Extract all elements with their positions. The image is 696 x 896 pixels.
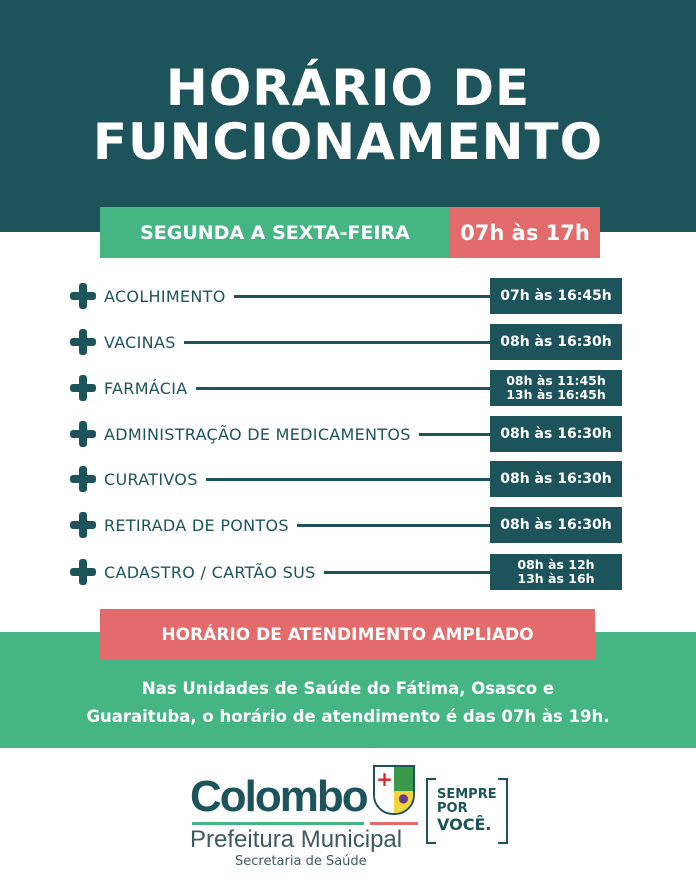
- extended-note: Nas Unidades de Saúde do Fátima, Osasco …: [0, 675, 696, 731]
- service-hours: 08h às 16:30h: [490, 324, 622, 360]
- title-line-1: HORÁRIO DE: [165, 59, 531, 117]
- logo-name: Colombo: [190, 772, 369, 821]
- schedule-days: SEGUNDA A SEXTA-FEIRA: [100, 207, 450, 258]
- service-hours: 08h às 16:30h: [490, 416, 622, 452]
- connector-line: [296, 523, 490, 527]
- connector-line: [323, 570, 490, 574]
- logo-department: Secretaria de Saúde: [235, 854, 367, 869]
- service-hours-line: 13h às 16:45h: [506, 387, 606, 402]
- slogan: SEMPRE POR VOCÊ.: [437, 787, 497, 834]
- connector-line: [418, 432, 490, 436]
- service-name: VACINAS: [104, 332, 176, 352]
- plus-icon: [70, 421, 96, 447]
- plus-icon: [70, 283, 96, 309]
- service-row: VACINAS 08h às 16:30h: [70, 324, 622, 360]
- slogan-line: POR: [437, 801, 468, 816]
- service-row: CADASTRO / CARTÃO SUS 08h às 12h 13h às 16…: [70, 554, 622, 590]
- service-name: CADASTRO / CARTÃO SUS: [104, 562, 316, 582]
- service-name: ADMINISTRAÇÃO DE MEDICAMENTOS: [104, 424, 411, 444]
- service-name: CURATIVOS: [104, 469, 198, 489]
- logo-subtitle: Prefeitura Municipal: [190, 826, 403, 853]
- service-name: ACOLHIMENTO: [104, 286, 226, 306]
- service-name: RETIRADA DE PONTOS: [104, 515, 289, 535]
- schedule-hours: 07h às 17h: [450, 207, 600, 258]
- service-hours: 08h às 16:30h: [490, 507, 622, 543]
- extended-line-1: Nas Unidades de Saúde do Fátima, Osasco …: [141, 679, 555, 698]
- title-line-2: FUNCIONAMENTO: [92, 113, 604, 171]
- service-hours: 08h às 11:45h 13h às 16:45h: [490, 370, 622, 406]
- slogan-bracket: [426, 778, 508, 844]
- service-hours-line: 08h às 12h: [517, 557, 595, 572]
- extended-line-2: Guaraituba, o horário de atendimento é d…: [86, 707, 610, 726]
- connector-line: [195, 386, 490, 390]
- service-hours-line: 08h às 16:30h: [500, 425, 612, 442]
- service-hours: 08h às 12h 13h às 16h: [490, 554, 622, 590]
- service-hours-line: 08h às 16:30h: [500, 516, 612, 533]
- plus-icon: [70, 559, 96, 585]
- plus-icon: [70, 466, 96, 492]
- slogan-line: VOCÊ.: [437, 815, 492, 834]
- service-row: ACOLHIMENTO 07h às 16:45h: [70, 278, 622, 314]
- connector-line: [233, 294, 490, 298]
- logo-green-line: [192, 822, 364, 825]
- logo-red-line: [370, 822, 418, 825]
- extended-heading: HORÁRIO DE ATENDIMENTO AMPLIADO: [100, 609, 595, 660]
- plus-icon: [70, 329, 96, 355]
- plus-icon: [70, 512, 96, 538]
- service-hours: 07h às 16:45h: [490, 278, 622, 314]
- service-hours-line: 08h às 11:45h: [506, 373, 606, 388]
- connector-line: [205, 477, 490, 481]
- slogan-line: SEMPRE: [437, 787, 497, 802]
- service-hours: 08h às 16:30h: [490, 461, 622, 497]
- service-row: RETIRADA DE PONTOS 08h às 16:30h: [70, 507, 622, 543]
- connector-line: [183, 340, 490, 344]
- service-name: FARMÁCIA: [104, 378, 188, 398]
- header-band: [0, 0, 696, 232]
- service-hours-line: 08h às 16:30h: [500, 470, 612, 487]
- coat-of-arms-icon: + ●: [373, 765, 415, 815]
- service-hours-line: 08h às 16:30h: [500, 333, 612, 350]
- service-row: FARMÁCIA 08h às 11:45h 13h às 16:45h: [70, 370, 622, 406]
- service-hours-line: 07h às 16:45h: [500, 287, 612, 304]
- plus-icon: [70, 375, 96, 401]
- service-hours-line: 13h às 16h: [517, 571, 595, 586]
- service-row: ADMINISTRAÇÃO DE MEDICAMENTOS 08h às 16:3…: [70, 416, 622, 452]
- service-row: CURATIVOS 08h às 16:30h: [70, 461, 622, 497]
